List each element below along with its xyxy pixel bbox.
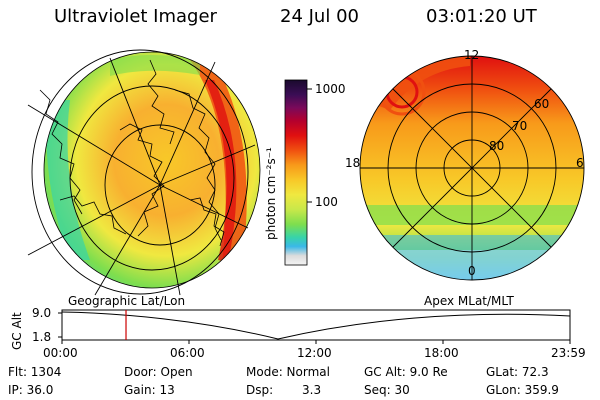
altitude-ytick-bottom: 1.8 [32,330,52,344]
info-seq: Seq: 30 [364,383,410,397]
mlt-label-6: 6 [576,156,584,170]
info-ip: IP: 36.0 [8,383,54,397]
colorbar-ticks [307,88,312,203]
colorbar-tick-100: 100 [315,195,338,209]
altitude-xtick-1800: 18:00 [424,346,459,360]
info-flight: Flt: 1304 [8,365,62,379]
altitude-xtick-0000: 00:00 [43,346,78,360]
mlat-mlt-grid [359,55,585,281]
mlt-label-12: 12 [464,48,480,62]
apex-polar-auroral-image [359,55,585,281]
left-map-label: Geographic Lat/Lon [68,294,186,308]
mlat-label-80: 80 [489,139,505,153]
info-dsp-value: 3.3 [302,383,322,397]
info-gain: Gain: 13 [124,383,175,397]
mlat-label-70: 70 [512,119,528,133]
info-dsp-label: Dsp: [246,383,274,397]
colorbar [284,79,308,266]
altitude-plot [58,309,571,344]
geographic-auroral-image [27,49,261,296]
coastlines [39,59,225,247]
date-label: 24 Jul 00 [280,6,359,27]
info-mode: Mode: Normal [246,365,330,379]
altitude-curve [61,311,571,340]
colorbar-tick-1000: 1000 [315,82,346,96]
altitude-xticks [58,312,571,344]
altitude-ytick-top: 9.0 [32,306,52,320]
info-glon: GLon: 359.9 [486,383,559,397]
altitude-xtick-1200: 12:00 [297,346,332,360]
time-label: 03:01:20 UT [426,6,537,27]
right-map-label: Apex MLat/MLT [424,294,514,308]
lat-lon-grid [27,49,256,296]
mlt-label-18: 18 [345,156,361,170]
info-gc-alt: GC Alt: 9.0 Re [364,365,448,379]
altitude-xtick-0600: 06:00 [170,346,205,360]
altitude-ylabel: GC Alt [10,312,24,350]
altitude-xtick-2359: 23:59 [551,346,586,360]
mlt-label-0: 0 [468,264,476,278]
instrument-title: Ultraviolet Imager [54,6,217,27]
info-glat: GLat: 72.3 [486,365,549,379]
mlat-label-60: 60 [534,97,550,111]
colorbar-unit-label: photon cm⁻²s⁻¹ [264,147,278,240]
info-door: Door: Open [124,365,193,379]
